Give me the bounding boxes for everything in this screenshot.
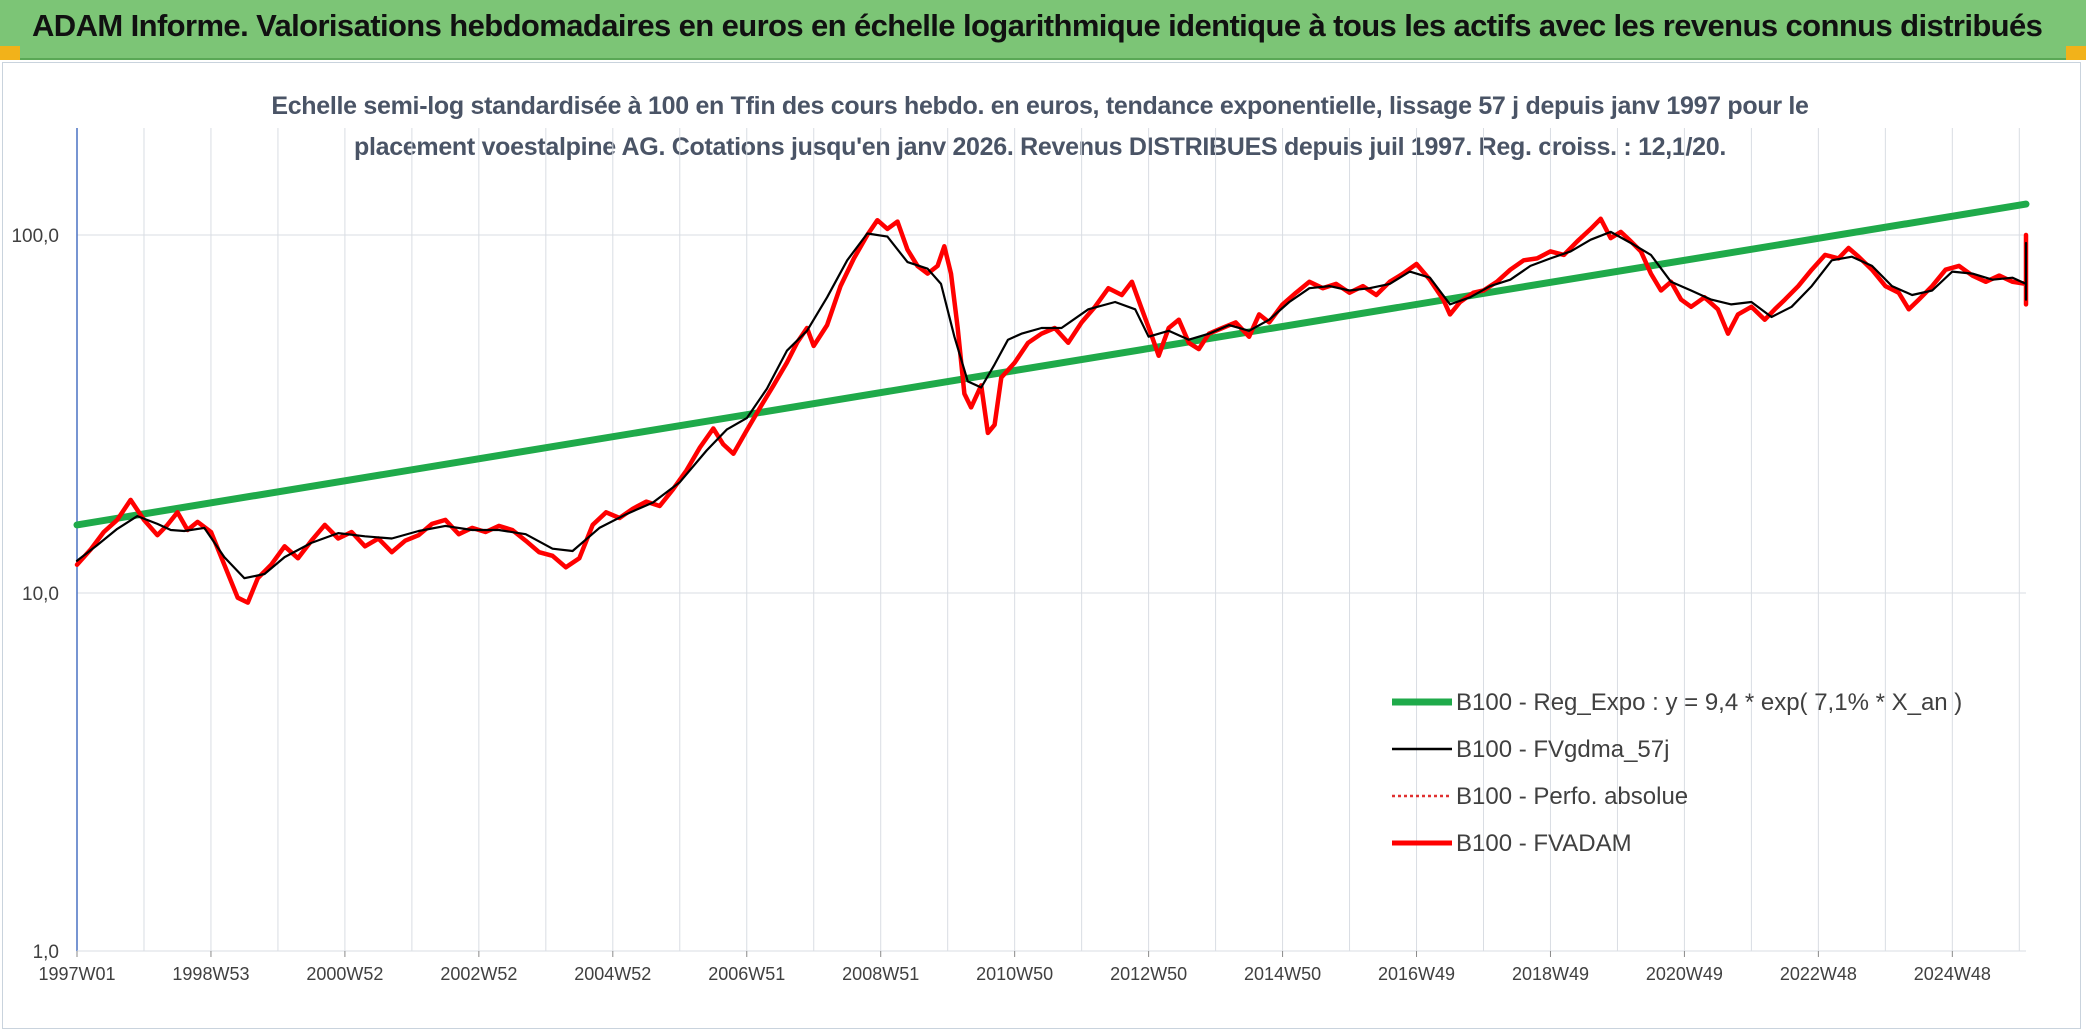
- y-gridlines: 1,0 10,0 100,0: [11, 226, 2026, 963]
- y-tick-label: 1,0: [33, 942, 59, 963]
- y-tick-label: 10,0: [22, 584, 59, 605]
- x-tick-label: 2012W50: [1110, 964, 1187, 984]
- chart-title-line-2: placement voestalpine AG. Cotations jusq…: [353, 133, 1727, 161]
- x-tick-label: 2022W48: [1780, 964, 1857, 984]
- legend: B100 - Reg_Expo : y = 9,4 * exp( 7,1% * …: [1392, 689, 1962, 857]
- legend-label-fvgdma: B100 - FVgdma_57j: [1456, 736, 1669, 763]
- x-tick-label: 2020W49: [1646, 964, 1723, 984]
- x-tick-label: 1997W01: [38, 964, 115, 984]
- banner-title: ADAM Informe. Valorisations hebdomadaire…: [32, 8, 2043, 43]
- chart-title: Echelle semi-log standardisée à 100 en T…: [200, 86, 1880, 168]
- legend-label-fvadam: B100 - FVADAM: [1456, 830, 1632, 857]
- x-tick-label: 2016W49: [1378, 964, 1455, 984]
- x-tick-label: 2010W50: [976, 964, 1053, 984]
- x-gridlines: [143, 128, 2020, 951]
- banner: ADAM Informe. Valorisations hebdomadaire…: [0, 0, 2086, 60]
- corner-marker-top-left: [0, 46, 20, 60]
- x-tick-label: 2008W51: [842, 964, 919, 984]
- x-tick-label: 1998W53: [172, 964, 249, 984]
- x-tick-label: 2024W48: [1914, 964, 1991, 984]
- y-tick-label: 100,0: [11, 226, 59, 247]
- x-tick-label: 2014W50: [1244, 964, 1321, 984]
- x-tick-label: 2002W52: [440, 964, 517, 984]
- x-tick-label: 2018W49: [1512, 964, 1589, 984]
- corner-marker-top-right: [2066, 46, 2086, 60]
- series-line-fvgdma: [75, 230, 2028, 580]
- series-line-regression: [73, 200, 2030, 529]
- x-ticks: 1997W01 1998W53 2000W52 2002W52 2004W52 2006W…: [38, 951, 1991, 984]
- chart-title-line-1: Echelle semi-log standardisée à 100 en T…: [271, 92, 1809, 120]
- x-tick-label: 2006W51: [708, 964, 785, 984]
- series-line-fvadam: [74, 216, 2029, 605]
- x-tick-label: 2004W52: [574, 964, 651, 984]
- chart-frame: [2, 62, 2081, 1029]
- x-tick-label: 2000W52: [306, 964, 383, 984]
- legend-label-regression: B100 - Reg_Expo : y = 9,4 * exp( 7,1% * …: [1456, 689, 1962, 716]
- legend-label-perfo: B100 - Perfo. absolue: [1456, 783, 1688, 810]
